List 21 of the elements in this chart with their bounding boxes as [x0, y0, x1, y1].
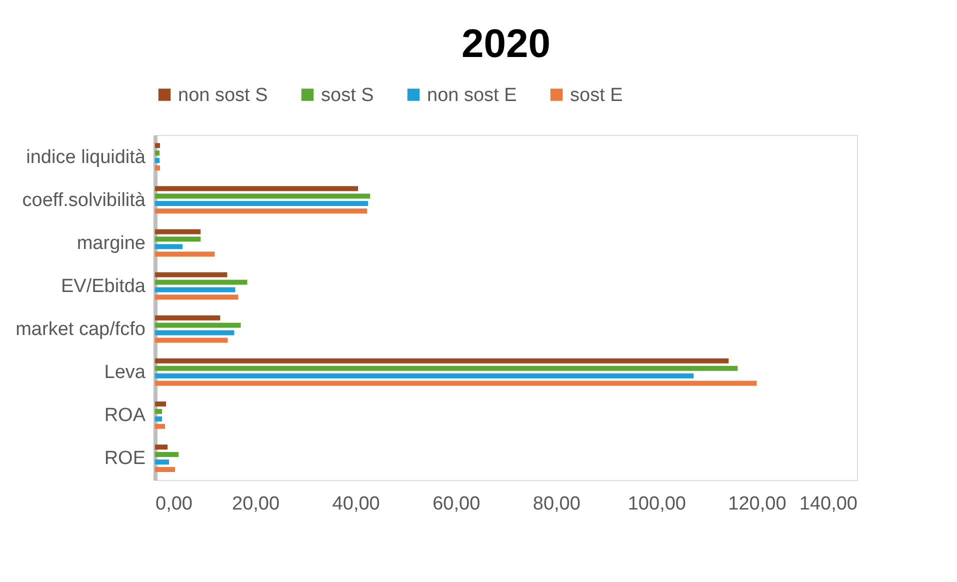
y-tick-label: ROE: [104, 448, 146, 470]
x-tick-label: 80,00: [532, 494, 580, 514]
x-tick-label: 120,00: [728, 494, 786, 514]
legend-label: non sost E: [427, 84, 517, 106]
y-tick-label: margine: [76, 232, 146, 254]
x-tick-label: 100,00: [628, 494, 686, 514]
y-tick-label: Leva: [104, 362, 146, 384]
x-tick-label: 0,00: [156, 494, 192, 514]
y-tick-label: indice liquidità: [26, 146, 146, 168]
y-tick-label: coeff.solvibilità: [22, 190, 146, 211]
x-tick-label: 140,00: [799, 494, 858, 514]
chart-title: 2020: [462, 22, 550, 66]
x-tick-label: 20,00: [232, 494, 280, 514]
x-tick-label: 40,00: [332, 494, 380, 514]
y-tick-label: ROA: [104, 405, 146, 426]
legend-label: sost S: [321, 84, 374, 106]
y-tick-label: EV/Ebitda: [61, 276, 146, 297]
x-tick-label: 60,00: [432, 494, 480, 514]
legend-label: non sost S: [178, 84, 268, 106]
legend-label: sost E: [570, 84, 623, 106]
y-tick-label: market cap/fcfo: [16, 319, 146, 340]
